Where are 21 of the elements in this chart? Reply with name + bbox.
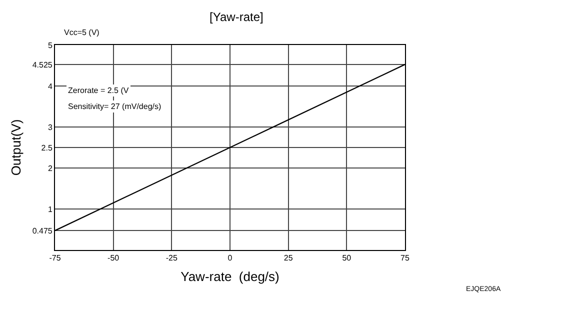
- x-tick-label: 25: [284, 254, 294, 263]
- annotation: Sensitivity= 27 (mV/deg/s): [68, 102, 162, 111]
- y-tick-label: 1: [48, 204, 53, 214]
- y-tick-label: 5: [48, 40, 53, 50]
- y-tick-label: 3: [48, 122, 53, 132]
- y-tick-label: 2: [48, 164, 53, 173]
- y-tick-label: 2.5: [41, 143, 53, 152]
- x-tick-label: -50: [108, 254, 120, 263]
- annotation: Zerorate = 2.5 (V: [68, 86, 130, 95]
- y-tick-label: 4.525: [32, 60, 53, 70]
- x-tick-label: -75: [49, 254, 62, 263]
- y-tick-label: 0.475: [32, 226, 53, 236]
- y-tick-label: 4: [48, 82, 53, 91]
- chart-title: [Yaw-rate]: [210, 10, 264, 24]
- x-tick-label: 0: [228, 254, 233, 263]
- y-axis-title: Output(V): [8, 119, 24, 176]
- x-tick-label: 75: [400, 254, 410, 263]
- text: Vcc=5 (V): [64, 28, 100, 37]
- x-tick-label: 50: [342, 254, 352, 263]
- x-axis-title: Yaw-rate (deg/s): [180, 269, 280, 284]
- x-tick-label: -25: [166, 254, 178, 263]
